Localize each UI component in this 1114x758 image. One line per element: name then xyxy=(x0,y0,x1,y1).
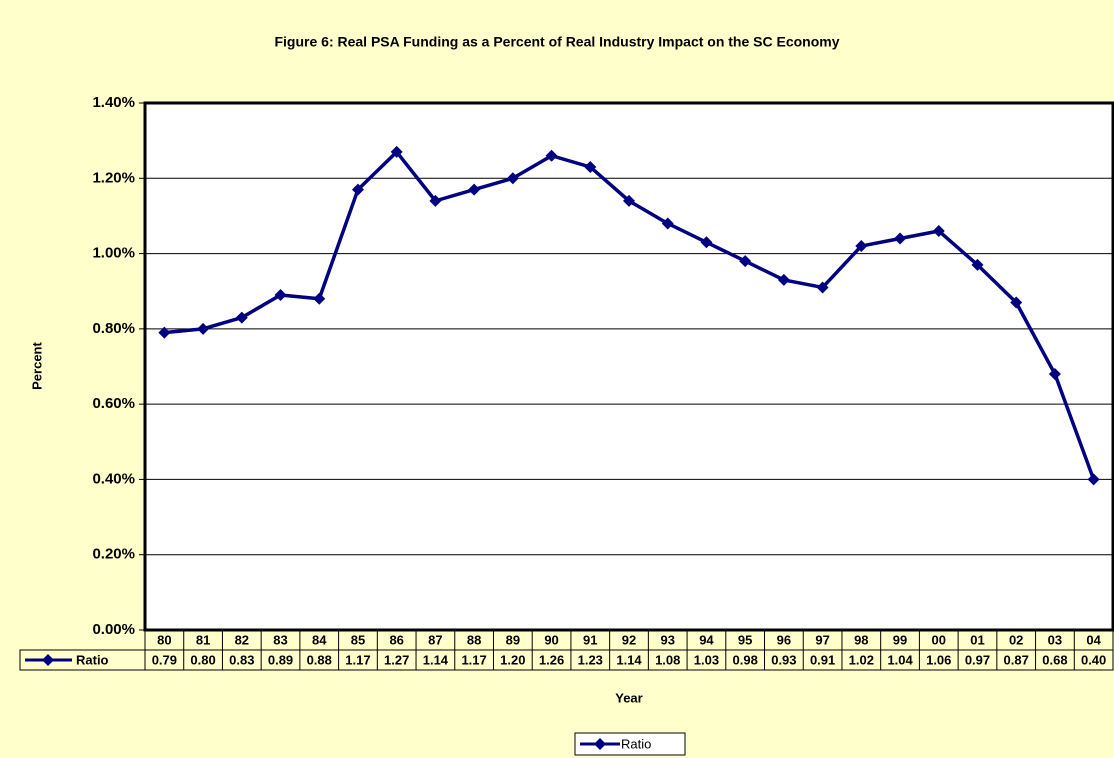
series-marker xyxy=(700,236,713,249)
table-value: 0.97 xyxy=(965,652,990,667)
series-marker xyxy=(971,258,984,271)
series-marker xyxy=(158,326,171,339)
x-tick-label: 80 xyxy=(157,632,171,647)
legend-label: Ratio xyxy=(621,736,651,751)
table-value: 1.02 xyxy=(849,652,874,667)
series-marker xyxy=(894,232,907,245)
table-value: 0.83 xyxy=(229,652,254,667)
table-value: 0.68 xyxy=(1042,652,1067,667)
legend xyxy=(574,732,686,756)
y-tick-label: 0.80% xyxy=(92,320,135,337)
table-value: 0.91 xyxy=(810,652,835,667)
series-marker xyxy=(197,322,210,335)
x-tick-label: 99 xyxy=(893,632,907,647)
table-value: 1.17 xyxy=(461,652,486,667)
x-tick-label: 83 xyxy=(273,632,287,647)
x-tick-label: 81 xyxy=(196,632,210,647)
series-marker xyxy=(1010,296,1023,309)
table-value: 0.87 xyxy=(1004,652,1029,667)
x-tick-label: 92 xyxy=(622,632,636,647)
data-table-header xyxy=(19,649,146,671)
series-marker xyxy=(390,145,403,158)
series-marker xyxy=(932,224,945,237)
x-tick-label: 87 xyxy=(428,632,442,647)
table-value: 1.27 xyxy=(384,652,409,667)
table-value: 1.06 xyxy=(926,652,951,667)
table-value: 1.23 xyxy=(578,652,603,667)
x-tick-label: 84 xyxy=(312,632,327,647)
table-value: 1.14 xyxy=(423,652,449,667)
y-tick-label: 0.00% xyxy=(92,621,135,638)
y-tick-label: 1.00% xyxy=(92,245,135,262)
table-value: 0.80 xyxy=(190,652,215,667)
series-marker xyxy=(1048,368,1061,381)
x-tick-label: 89 xyxy=(506,632,520,647)
table-value: 0.79 xyxy=(152,652,177,667)
legend-key-marker xyxy=(42,654,54,666)
table-value: 0.40 xyxy=(1081,652,1106,667)
x-tick-label: 91 xyxy=(583,632,597,647)
table-value: 1.03 xyxy=(694,652,719,667)
table-value: 0.89 xyxy=(268,652,293,667)
series-marker xyxy=(661,217,674,230)
x-tick-label: 86 xyxy=(389,632,403,647)
y-tick-label: 1.20% xyxy=(92,169,135,186)
x-tick-label: 85 xyxy=(351,632,365,647)
series-marker xyxy=(855,240,868,253)
table-value: 1.26 xyxy=(539,652,564,667)
series-marker xyxy=(816,281,829,294)
x-tick-label: 88 xyxy=(467,632,481,647)
x-tick-label: 04 xyxy=(1086,632,1101,647)
x-tick-label: 94 xyxy=(699,632,714,647)
x-tick-label: 03 xyxy=(1048,632,1062,647)
series-marker xyxy=(777,273,790,286)
plot-area xyxy=(145,103,1113,630)
table-value: 1.04 xyxy=(887,652,913,667)
table-value: 1.20 xyxy=(500,652,525,667)
x-tick-label: 95 xyxy=(738,632,752,647)
x-tick-label: 02 xyxy=(1009,632,1023,647)
x-axis-label: Year xyxy=(615,690,642,705)
legend-marker xyxy=(594,738,606,750)
series-marker xyxy=(506,172,519,185)
series-marker xyxy=(468,183,481,196)
series-marker xyxy=(1087,473,1100,486)
table-series-name: Ratio xyxy=(76,652,109,667)
series-marker xyxy=(623,194,635,207)
series-marker xyxy=(274,288,287,301)
x-tick-label: 93 xyxy=(660,632,674,647)
x-tick-label: 00 xyxy=(932,632,946,647)
chart-title: Figure 6: Real PSA Funding as a Percent … xyxy=(274,34,839,50)
y-axis-label: Percent xyxy=(29,341,44,389)
series-marker xyxy=(429,194,442,207)
x-tick-label: 82 xyxy=(235,632,249,647)
y-tick-label: 0.40% xyxy=(92,470,135,487)
y-tick-label: 0.20% xyxy=(92,546,135,563)
series-marker xyxy=(739,255,752,268)
x-tick-label: 90 xyxy=(544,632,558,647)
x-tick-label: 96 xyxy=(777,632,791,647)
table-value: 1.14 xyxy=(616,652,642,667)
table-value: 1.17 xyxy=(345,652,370,667)
series-marker xyxy=(584,160,597,173)
series-marker xyxy=(351,183,364,196)
x-tick-label: 01 xyxy=(970,632,984,647)
x-tick-label: 98 xyxy=(854,632,868,647)
table-value: 1.08 xyxy=(655,652,680,667)
series-marker xyxy=(545,149,558,162)
table-value: 0.88 xyxy=(307,652,332,667)
x-tick-label: 97 xyxy=(815,632,829,647)
series-marker xyxy=(235,311,248,324)
y-tick-label: 0.60% xyxy=(92,395,135,412)
y-tick-label: 1.40% xyxy=(92,94,135,111)
series-marker xyxy=(313,292,326,305)
table-value: 0.93 xyxy=(771,652,796,667)
table-value: 0.98 xyxy=(733,652,758,667)
